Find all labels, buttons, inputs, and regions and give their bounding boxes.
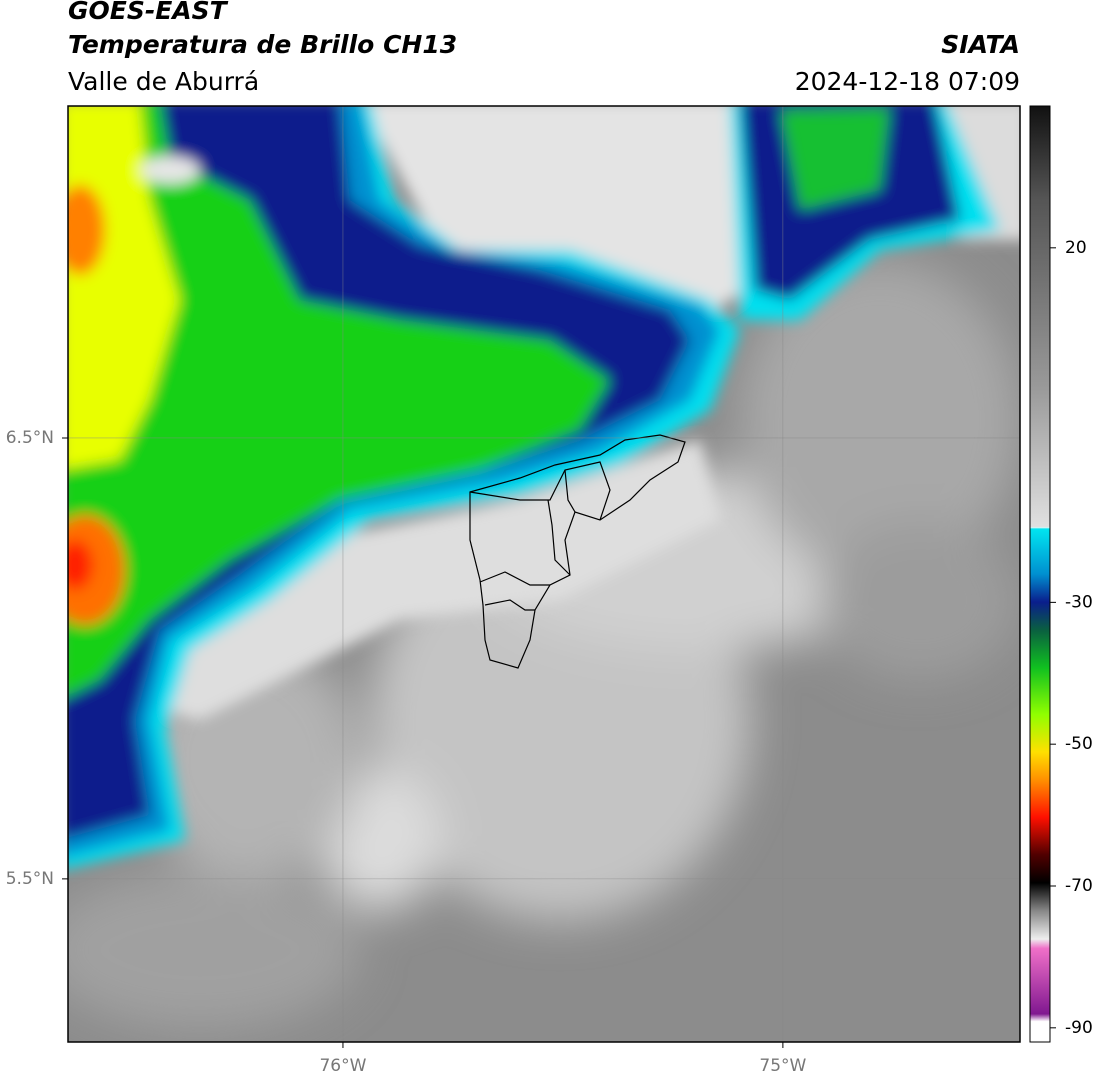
y-tick-label: 6.5°N xyxy=(6,428,54,448)
satellite-image xyxy=(68,106,1020,1042)
map-frame xyxy=(67,105,1021,1043)
title: GOES-EAST xyxy=(68,0,229,25)
colorbar-tick-label: -50 xyxy=(1065,734,1093,754)
datetime: 2024-12-18 07:09 xyxy=(795,67,1020,96)
region: Valle de Aburrá xyxy=(68,67,259,96)
graticule xyxy=(68,106,1020,1042)
colorbar-tick-label: 20 xyxy=(1065,238,1087,258)
x-tick-label: 75°W xyxy=(759,1056,806,1076)
colorbar-tick-label: -70 xyxy=(1065,876,1093,896)
municipal-boundaries xyxy=(469,434,686,669)
x-tick-label: 76°W xyxy=(319,1056,366,1076)
source: SIATA xyxy=(941,30,1020,59)
subtitle: Temperatura de Brillo CH13 xyxy=(68,30,457,59)
y-tick-label: 5.5°N xyxy=(6,869,54,889)
colorbar-tick-label: -90 xyxy=(1065,1018,1093,1038)
colorbar-tick-label: -30 xyxy=(1065,592,1093,612)
colorbar xyxy=(1029,105,1051,1043)
